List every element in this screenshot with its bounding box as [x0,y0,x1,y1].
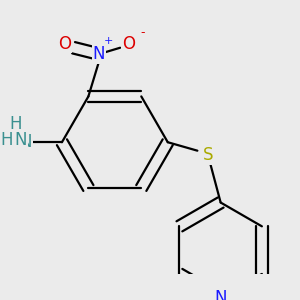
Text: O: O [58,34,72,52]
Text: H: H [7,117,20,135]
Text: S: S [203,146,213,164]
Text: N: N [20,133,32,151]
Text: N: N [93,45,105,63]
Text: H: H [7,133,20,151]
Text: N: N [14,131,27,149]
Text: -: - [140,26,145,39]
Text: O: O [122,34,135,52]
Text: N: N [214,289,227,300]
Text: H: H [9,115,22,133]
Text: +: + [104,36,113,46]
Text: H: H [1,131,13,149]
